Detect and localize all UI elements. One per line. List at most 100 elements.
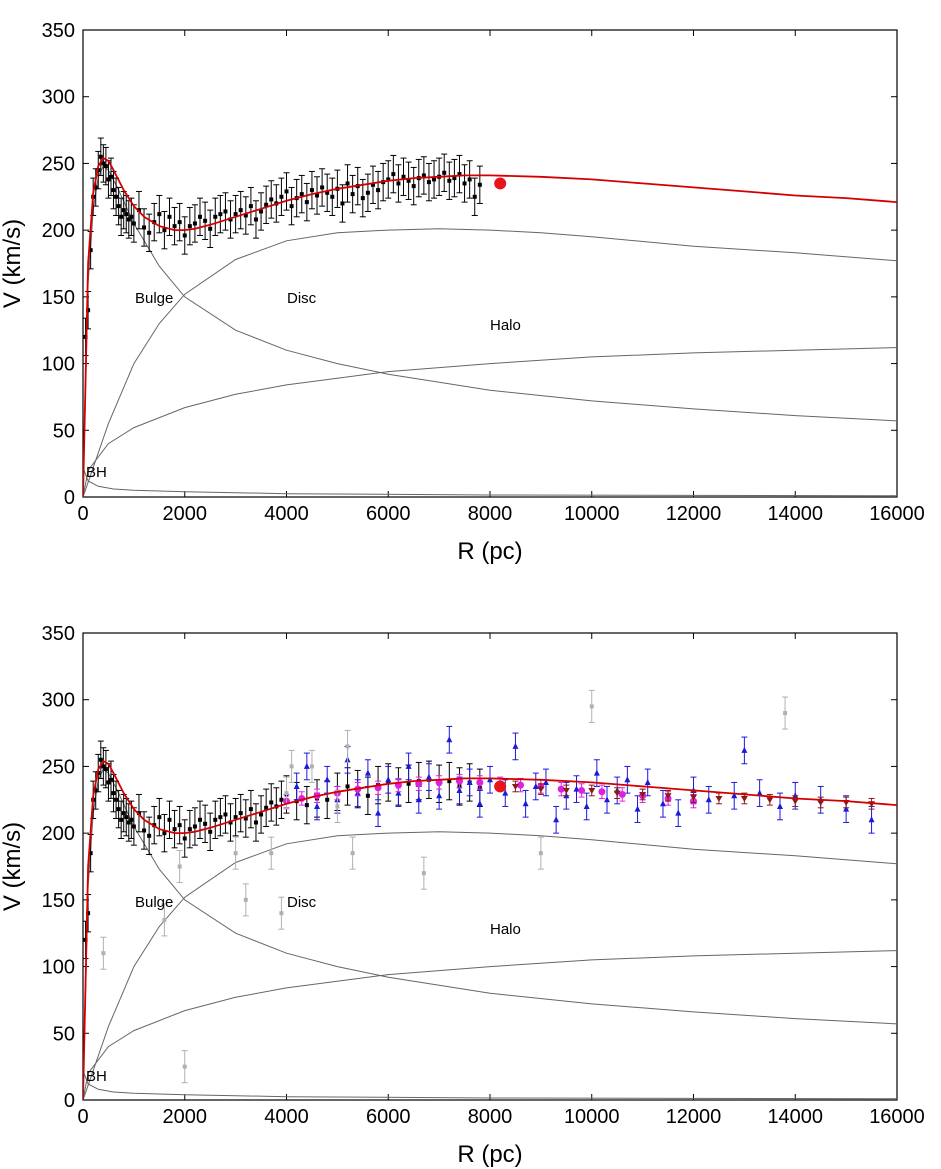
series-inner xyxy=(83,137,483,357)
data-point xyxy=(289,764,294,769)
data-point xyxy=(228,217,233,222)
data-point xyxy=(476,778,484,786)
data-point xyxy=(108,174,113,179)
data-point xyxy=(264,805,269,810)
data-point xyxy=(147,833,152,838)
data-point xyxy=(162,228,167,233)
series-inner xyxy=(83,740,483,960)
data-point xyxy=(157,815,162,820)
data-point xyxy=(457,172,462,177)
data-point xyxy=(182,836,187,841)
data-point xyxy=(243,897,248,902)
data-point xyxy=(817,799,825,806)
data-point xyxy=(756,789,763,796)
data-point xyxy=(447,779,452,784)
data-point xyxy=(177,864,182,869)
data-point xyxy=(223,209,228,214)
data-point xyxy=(248,204,253,209)
series-darkred xyxy=(511,780,876,810)
data-point xyxy=(421,173,426,178)
label-bh: BH xyxy=(86,1068,107,1085)
data-point xyxy=(436,792,443,799)
data-point xyxy=(124,212,129,217)
data-point xyxy=(279,194,284,199)
data-point xyxy=(192,221,197,226)
data-point xyxy=(659,800,666,807)
data-point xyxy=(634,805,641,812)
data-point xyxy=(589,704,594,709)
data-point xyxy=(446,736,453,743)
data-point xyxy=(512,742,519,749)
halo-component-curve xyxy=(83,950,897,1100)
y-tick-label: 50 xyxy=(53,420,75,442)
x-tick-label: 12000 xyxy=(666,503,722,525)
data-point xyxy=(93,788,98,793)
chart-panel-1: 0 2000 4000 6000 8000 10000 12000 14000 16000 0 50… xyxy=(0,20,925,565)
data-point xyxy=(588,787,596,794)
data-point xyxy=(532,782,539,789)
data-point xyxy=(385,776,392,783)
data-point xyxy=(618,790,626,798)
data-point xyxy=(456,786,463,793)
data-point xyxy=(293,782,300,789)
data-point xyxy=(715,795,723,802)
data-point xyxy=(690,794,697,801)
data-point xyxy=(360,196,365,201)
data-point xyxy=(401,174,406,179)
x-tick-label: 10000 xyxy=(564,503,620,525)
x-tick-label: 2000 xyxy=(163,503,208,525)
y-tick-label: 100 xyxy=(42,957,75,979)
x-tick-label: 16000 xyxy=(869,1106,925,1128)
data-point xyxy=(106,177,111,182)
data-point xyxy=(345,744,350,749)
data-point xyxy=(604,796,611,803)
x-tick-label: 16000 xyxy=(869,503,925,525)
data-point xyxy=(502,789,509,796)
data-point xyxy=(126,820,131,825)
data-point xyxy=(182,1064,187,1069)
plot-area xyxy=(83,689,897,1100)
data-point xyxy=(466,778,473,785)
data-point xyxy=(101,161,106,166)
chart-panel-2: 0 2000 4000 6000 8000 10000 12000 14000 16000 0 50… xyxy=(0,623,925,1168)
data-point xyxy=(198,817,203,822)
data-point xyxy=(192,824,197,829)
x-axis-title: R (pc) xyxy=(457,1141,522,1168)
data-point xyxy=(93,185,98,190)
data-point xyxy=(83,937,88,942)
x-tick-label: 14000 xyxy=(767,1106,823,1128)
data-point xyxy=(228,820,233,825)
data-point xyxy=(472,194,477,199)
data-point xyxy=(664,793,672,800)
data-point xyxy=(167,214,172,219)
data-point xyxy=(243,816,248,821)
x-tick-label: 0 xyxy=(77,503,88,525)
halo-component-curve xyxy=(83,347,897,497)
data-point xyxy=(86,308,91,313)
data-point xyxy=(279,797,284,802)
data-point xyxy=(335,804,340,809)
bh-component-curve xyxy=(83,1059,897,1100)
data-point xyxy=(119,214,124,219)
data-point xyxy=(517,781,525,789)
data-point xyxy=(88,851,93,856)
data-point xyxy=(675,809,682,816)
data-point xyxy=(238,811,243,816)
x-tick-label: 8000 xyxy=(468,503,513,525)
data-point xyxy=(537,786,545,793)
data-point xyxy=(203,218,208,223)
y-tick-label: 200 xyxy=(42,220,75,242)
plot-area xyxy=(83,137,897,497)
data-point xyxy=(562,787,570,794)
data-point xyxy=(644,778,651,785)
data-point xyxy=(182,233,187,238)
data-point xyxy=(613,790,621,797)
label-halo: Halo xyxy=(490,921,521,938)
x-tick-label: 4000 xyxy=(264,1106,309,1128)
data-point xyxy=(208,829,213,834)
data-point xyxy=(741,746,748,753)
data-point xyxy=(284,791,289,796)
data-point xyxy=(213,214,218,219)
x-tick-label: 0 xyxy=(77,1106,88,1128)
